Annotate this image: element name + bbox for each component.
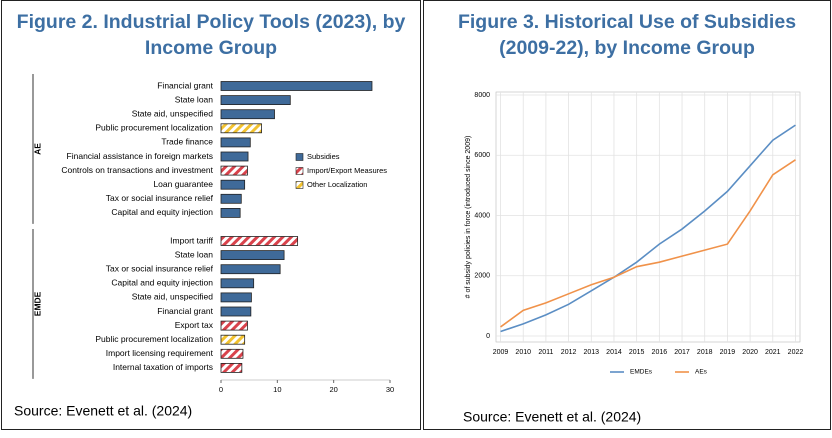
x-tick-label: 20 [329,385,337,394]
bar [220,278,255,289]
chart-title: Figure 3. Historical Use of Subsidies (2… [457,11,797,59]
bar [220,236,299,246]
category-label: Financial grant [157,306,213,316]
category-label: State loan [175,94,214,104]
bar [220,334,246,345]
bar [220,306,252,317]
bar [220,250,285,261]
bar [220,109,275,120]
bar [220,151,249,162]
bar [220,320,248,331]
bar [220,95,291,105]
category-label: Trade finance [161,137,213,147]
category-label: Public procurement localization [95,123,213,133]
category-label: Controls on transactions and investment [61,165,213,175]
x-tick-label: 0 [219,385,223,394]
category-label: State aid, unspecified [132,108,214,118]
bar [220,81,373,91]
bar [220,179,246,190]
chart-title: Figure 2. Industrial Policy Tools (2023)… [16,11,406,59]
category-label: Capital and equity injection [111,278,213,288]
category-label: Internal taxation of imports [113,362,213,372]
category-label: State loan [175,249,214,259]
bar [220,207,241,218]
x-tick-label: 30 [386,385,394,394]
group-label: EMDE [32,291,42,316]
category-label: Capital and equity injection [111,207,213,217]
x-tick-label: 10 [273,385,281,394]
source: Source: Evenett et al. (2024) [14,403,192,419]
bar [220,123,262,134]
bar-chart: AE Financial grant State loan State aid, un… [14,74,394,419]
right-panel: Figure 3. Historical Use of Subsidies (2… [423,0,831,430]
bar [220,165,248,176]
left-panel: Figure 2. Industrial Policy Tools (2023)… [1,0,421,430]
legend-swatch [295,153,304,161]
category-label: Tax or social insurance relief [106,263,214,273]
legend-label: Other Localization [307,180,367,189]
bar [220,193,242,204]
category-label: Import tariff [170,235,213,245]
bar [220,137,251,148]
legend-label: Subsidies [307,152,340,161]
category-label: Financial assistance in foreign markets [67,151,213,161]
legend-label: Import/Export Measures [307,166,387,175]
category-label: Tax or social insurance relief [106,193,214,203]
bar [220,348,244,359]
category-label: Public procurement localization [95,334,213,344]
bar [220,264,281,275]
group-label: AE [32,143,42,155]
category-label: Export tax [175,320,214,330]
category-label: Import licensing requirement [106,348,214,358]
legend-swatch [295,181,304,189]
bar [220,362,243,373]
legend-swatch [295,167,304,175]
category-label: Loan guarantee [153,179,213,189]
bar [220,292,252,303]
category-label: State aid, unspecified [132,292,214,302]
category-label: Financial grant [157,80,213,90]
